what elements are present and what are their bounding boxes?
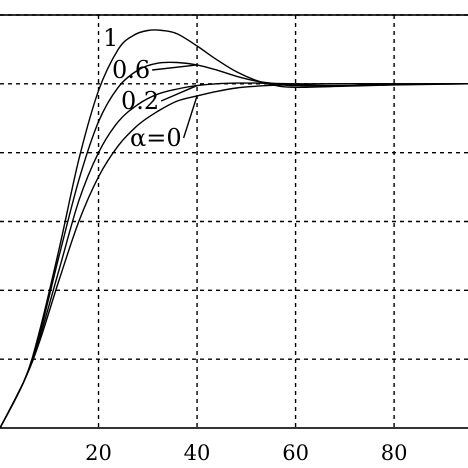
x-tick-label: 20 <box>85 441 112 465</box>
series-leader-3 <box>160 84 198 102</box>
series-leader-2 <box>152 64 198 71</box>
curve-layer <box>0 29 468 429</box>
series-label-3: 0.2 <box>121 87 159 115</box>
x-tick-label: 60 <box>282 441 309 465</box>
series-label-2: 0.6 <box>112 56 150 84</box>
series-leader-4 <box>182 95 198 139</box>
x-tick-label: 80 <box>381 441 408 465</box>
series-label-1: 1 <box>103 24 118 52</box>
series-line-4 <box>0 83 468 429</box>
grid-layer <box>0 14 468 428</box>
label-layer: 20 40 60 80 1 0.6 0.2 α=0 <box>85 24 407 465</box>
series-label-4: α=0 <box>130 124 182 152</box>
x-tick-label: 40 <box>184 441 211 465</box>
series-line-3 <box>0 82 468 429</box>
series-line-2 <box>0 61 468 429</box>
plot-frame <box>0 14 468 429</box>
series-line-1 <box>0 29 468 429</box>
